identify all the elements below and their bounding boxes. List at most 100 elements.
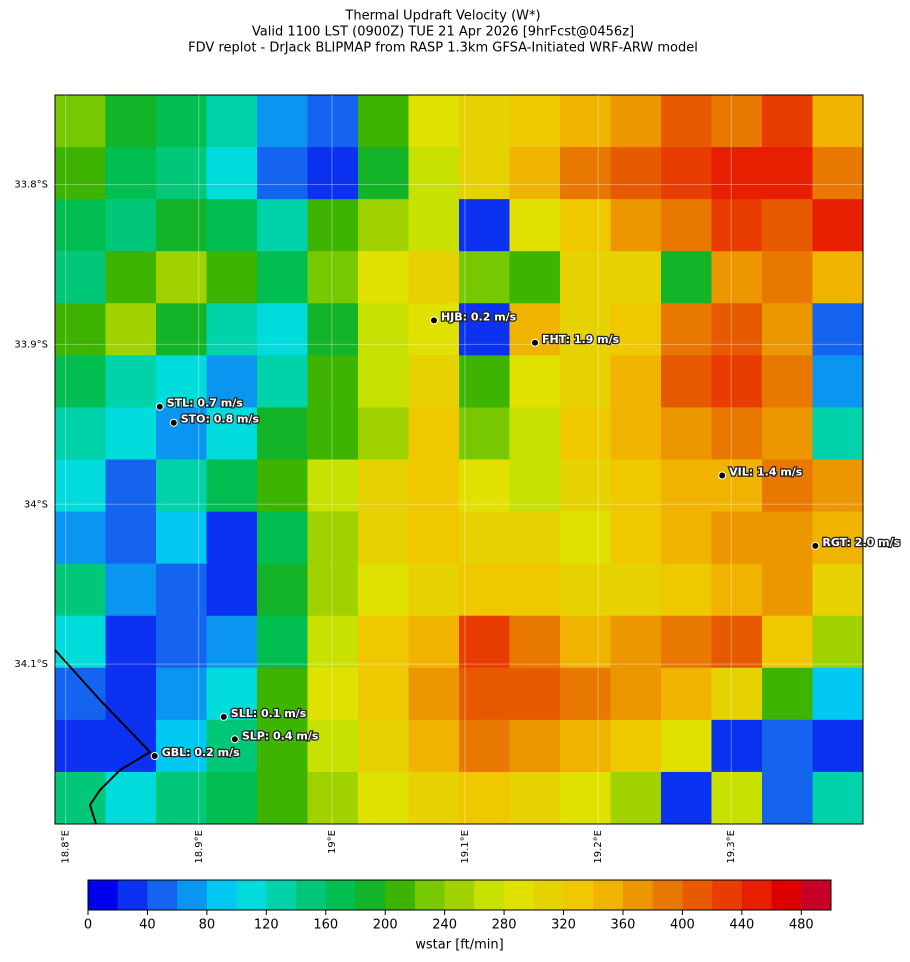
heat-cell [610, 511, 662, 565]
heat-cell [408, 199, 460, 252]
overlay: HJB: 0.2 m/s FHT: 1.9 m/s STL: 0.7 m/s STO:… [54, 94, 902, 825]
heat-cell [408, 147, 460, 200]
heat-cell [257, 199, 308, 252]
heat-cell [408, 667, 460, 721]
heat-cell [610, 95, 662, 148]
heat-cell [105, 251, 157, 304]
heat-cell [307, 407, 359, 460]
colorbar-bin [474, 880, 505, 910]
heat-cell [206, 563, 258, 617]
heat-cell [206, 667, 258, 721]
heat-cell [661, 615, 712, 669]
colorbar-label: wstar [ft/min] [415, 938, 503, 953]
heat-cell [661, 199, 712, 252]
heat-cell [711, 251, 763, 304]
heat-cell [156, 615, 207, 669]
heat-cell [156, 563, 207, 617]
colorbar-bin [593, 880, 624, 910]
colorbar-tick-label: 120 [254, 918, 279, 933]
colorbar-bin [504, 880, 535, 910]
heat-cell [459, 771, 510, 825]
colorbar-bin [385, 880, 416, 910]
x-tick-label: 19°E [327, 830, 338, 854]
heat-cell [257, 667, 308, 721]
heat-cell [661, 407, 712, 460]
heat-cell [661, 719, 712, 773]
heat-cell [509, 563, 561, 617]
station-label: GBL: 0.2 m/s [162, 746, 240, 759]
heat-cell [762, 147, 813, 200]
heat-cell [408, 95, 460, 148]
heat-cell [156, 667, 207, 721]
colorbar-bin [266, 880, 297, 910]
x-tick-label: 19.2°E [593, 830, 604, 864]
heat-cell [509, 251, 561, 304]
heat-cell [509, 147, 561, 200]
heat-cell [661, 95, 712, 148]
heat-cell [206, 147, 258, 200]
heat-cell [358, 95, 409, 148]
heat-cell [358, 147, 409, 200]
heat-cell [762, 355, 813, 408]
heat-cell [509, 771, 561, 825]
heat-cell [257, 719, 308, 773]
heat-cell [711, 303, 763, 356]
heat-cell [156, 199, 207, 252]
heat-cell [105, 459, 157, 513]
heat-cell [661, 563, 712, 617]
heat-cell [762, 511, 813, 565]
heat-cell [762, 199, 813, 252]
heat-cell [55, 407, 106, 460]
heat-cell [812, 407, 864, 460]
heat-cell [206, 511, 258, 565]
heat-cell [156, 251, 207, 304]
heat-cell [156, 771, 207, 825]
heat-cell [307, 199, 359, 252]
colorbar-bin [206, 880, 237, 910]
station-label: STL: 0.7 m/s [167, 397, 243, 410]
heat-cell [358, 199, 409, 252]
heat-cell [509, 459, 561, 513]
heat-cell [812, 511, 864, 565]
heat-cell [408, 407, 460, 460]
heat-cell [661, 355, 712, 408]
heat-cell [711, 563, 763, 617]
heat-cell [459, 667, 510, 721]
heat-cell [711, 511, 763, 565]
heat-cell [560, 459, 611, 513]
heat-cell [206, 719, 258, 773]
heat-cell [257, 511, 308, 565]
colorbar-frame [87, 879, 832, 911]
heatmap [55, 95, 864, 825]
heat-cell [812, 459, 864, 513]
heat-cell [661, 771, 712, 825]
heat-cell [459, 251, 510, 304]
station-marker [169, 418, 178, 427]
colorbar-tick-label: 160 [313, 918, 338, 933]
station-label: SLL: 0.1 m/s [231, 707, 307, 720]
heat-cell [560, 667, 611, 721]
caption: FDV replot - DrJack BLIPMAP from RASP 1.… [188, 41, 698, 56]
heat-cell [257, 563, 308, 617]
heat-cell [610, 199, 662, 252]
coastline [54, 649, 152, 825]
heat-cell [812, 199, 864, 252]
heat-cell [55, 303, 106, 356]
heat-cell [661, 147, 712, 200]
heat-cell [610, 771, 662, 825]
heat-cell [206, 771, 258, 825]
heat-cell [105, 355, 157, 408]
heat-cell [307, 511, 359, 565]
colorbar-tick-label: 0 [84, 918, 92, 933]
heat-cell [55, 771, 106, 825]
heat-cell [459, 407, 510, 460]
heat-cell [812, 303, 864, 356]
heat-cell [711, 355, 763, 408]
heat-cell [105, 95, 157, 148]
heat-cell [509, 303, 561, 356]
heat-cell [156, 355, 207, 408]
colorbar-tick-label: 360 [611, 918, 636, 933]
heat-cell [257, 303, 308, 356]
heat-cell [711, 407, 763, 460]
y-tick-label: 33.9°S [14, 339, 48, 350]
